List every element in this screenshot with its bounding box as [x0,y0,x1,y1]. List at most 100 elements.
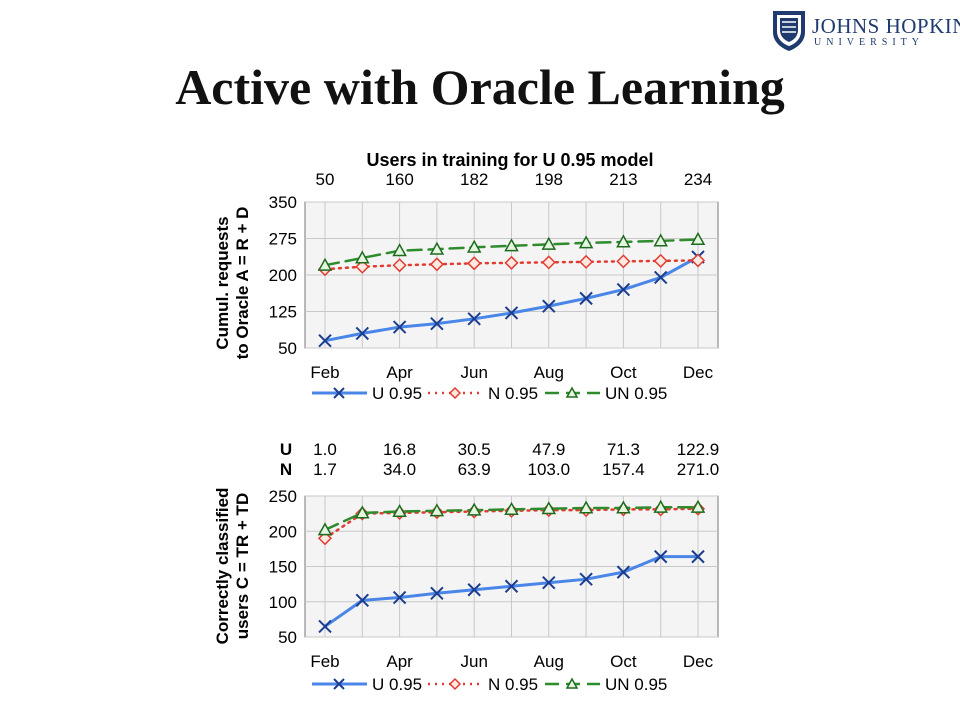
chart1-ytick-label: 50 [278,339,297,358]
chart2-legend-marker [333,678,345,690]
chart2-xtick-label: Jun [460,652,487,671]
chart2-data-point [541,501,557,515]
chart1-data-point [392,243,407,257]
chart2-xtick-label: Apr [386,652,413,671]
chart2-top-row-value: 47.9 [532,440,565,459]
chart2-data-point [355,505,370,519]
chart1-top-label: 213 [609,170,637,189]
chart2-data-point [616,565,631,579]
chart1-series-line [323,259,700,271]
chart1-data-point [429,241,445,255]
chart1-data-point [467,256,482,271]
chart2-ylabel-line1: Correctly classified [213,488,232,645]
chart2-data-point [542,576,556,590]
chart1-data-point [392,258,407,273]
slide-title: Active with Oracle Learning [175,59,785,115]
chart1-top-label: 50 [316,170,335,189]
chart1-data-point [653,270,668,285]
chart2-top-row-value: 103.0 [528,460,571,479]
chart1-ytick-label: 125 [269,303,297,322]
chart2-data-point [579,572,593,586]
chart2-top-row-value: 71.3 [607,440,640,459]
chart2-legend-marker [565,677,579,689]
chart1-data-point [579,254,594,269]
chart1-data-point [429,257,444,272]
chart1-title: Users in training for U 0.95 model [366,150,653,170]
chart1-data-point [653,253,668,268]
chart2-data-point [616,500,631,514]
chart2-top-row-value: 271.0 [677,460,720,479]
chart2-data-point [430,586,444,600]
chart2-top-row-value: 16.8 [383,440,416,459]
chart1-data-point [579,291,593,306]
chart1-data-point [355,250,370,264]
chart1-data-point [541,255,556,270]
chart1-data-point [653,233,668,247]
chart2-data-point [318,619,332,634]
chart2-data-point [429,503,445,517]
chart1-xtick-label: Feb [310,363,339,382]
chart2-data-point [355,593,370,608]
logo-name: JOHNS HOPKINS [812,14,960,38]
chart1-data-point [504,238,519,252]
chart2-data-point [690,499,706,513]
chart2-data-point [392,503,407,518]
chart1-data-point [467,312,481,326]
chart1-data-point [578,235,594,249]
chart2-top-row-value: 63.9 [458,460,491,479]
chart1-ylabel-line2: to Oracle A = R + D [233,207,252,360]
chart1-data-point [690,253,706,268]
chart2-ytick-label: 250 [269,487,297,506]
chart1-data-point [355,259,370,274]
chart1-data-point [504,255,519,270]
chart2-legend-label: N 0.95 [488,675,538,694]
chart2-top-row-value: 157.4 [602,460,645,479]
chart2-data-point [467,583,481,597]
chart1-xtick-label: Aug [534,363,564,382]
chart1-ytick-label: 350 [269,193,297,212]
chart1-legend-marker [448,386,462,400]
chart1-legend-marker [333,387,345,399]
chart2-data-point [653,549,668,564]
chart1-data-point [430,316,444,331]
chart1-xtick-label: Apr [386,363,413,382]
chart1-data-point [541,236,557,250]
chart2-ytick-label: 200 [269,522,297,541]
logo-subtitle: UNIVERSITY [814,37,924,48]
chart1-data-point [355,326,370,341]
university-logo: JOHNS HOPKINS UNIVERSITY [770,8,960,52]
chart2-xtick-label: Aug [534,652,564,671]
chart2-data-point [504,501,519,515]
chart1-data-point [318,333,332,348]
shield-icon [773,11,805,51]
chart1-ytick-label: 275 [269,230,297,249]
chart1-legend-label: N 0.95 [488,384,538,403]
chart1-top-label: 198 [535,170,563,189]
chart1-top-label: 182 [460,170,488,189]
chart2-top-row-value: 122.9 [677,440,720,459]
chart2-data-point [653,499,668,513]
chart1-data-point [690,231,706,246]
chart2-legend-marker [448,677,462,691]
chart1-xtick-label: Jun [460,363,487,382]
chart2-xtick-label: Oct [610,652,637,671]
chart1-ytick-label: 200 [269,266,297,285]
chart2-data-point [466,502,482,516]
chart1-xtick-label: Oct [610,363,637,382]
chart1-data-point [542,299,556,313]
chart2-legend-label: U 0.95 [372,675,422,694]
chart2-data-point [504,579,519,593]
chart1-legend-label: UN 0.95 [605,384,667,403]
chart2-top-row-value: 1.7 [313,460,337,479]
chart1-data-point [317,257,333,271]
chart2-data-point [392,590,407,605]
chart1-legend-label: U 0.95 [372,384,422,403]
chart1-xtick-label: Dec [683,363,714,382]
chart1-data-point [616,254,631,269]
chart2-ylabel-line2: users C = TR + TD [233,493,252,639]
chart1-data-point [616,234,631,248]
chart1-top-label: 234 [684,170,712,189]
chart2-data-point [578,500,594,514]
chart2-xtick-label: Dec [683,652,714,671]
